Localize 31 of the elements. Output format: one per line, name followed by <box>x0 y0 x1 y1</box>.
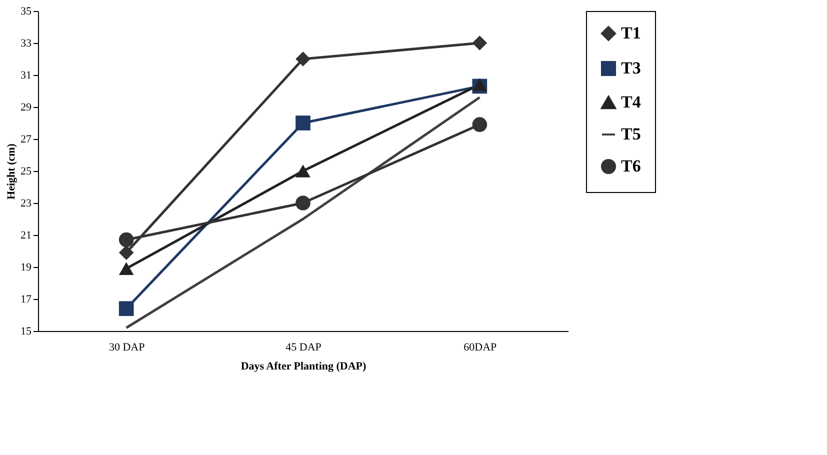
point <box>296 164 310 178</box>
x-tick-label: 60DAP <box>464 342 497 354</box>
legend-label: T6 <box>621 156 641 176</box>
point <box>472 117 488 132</box>
point <box>296 52 310 66</box>
legend-label: T3 <box>621 58 641 78</box>
y-axis-title: Height (cm) <box>6 143 18 200</box>
point <box>118 301 134 316</box>
legend-label: T4 <box>621 92 642 112</box>
y-tick-label: 23 <box>20 198 32 210</box>
legend-label: T1 <box>621 24 641 42</box>
x-axis-title: Days After Planting (DAP) <box>240 360 367 372</box>
point <box>296 116 310 130</box>
point <box>472 36 488 50</box>
point <box>296 196 310 210</box>
point <box>118 262 134 276</box>
point <box>118 232 134 248</box>
x-tick-label: 30 DAP <box>108 342 145 354</box>
point <box>118 245 134 260</box>
y-tick-label: 17 <box>20 294 32 306</box>
legend-label: T5 <box>621 124 641 144</box>
y-tick-label: 19 <box>20 262 32 274</box>
y-tick-label: 33 <box>20 38 32 50</box>
y-tick-label: 15 <box>20 326 32 338</box>
x-tick-label: 45 DAP <box>286 342 322 354</box>
y-tick-label: 27 <box>20 134 32 146</box>
y-tick-label: 21 <box>20 230 32 242</box>
y-tick-label: 25 <box>20 166 32 178</box>
y-tick-label: 35 <box>20 6 32 18</box>
y-tick-label: 31 <box>20 70 32 82</box>
y-tick-label: 29 <box>20 102 32 114</box>
